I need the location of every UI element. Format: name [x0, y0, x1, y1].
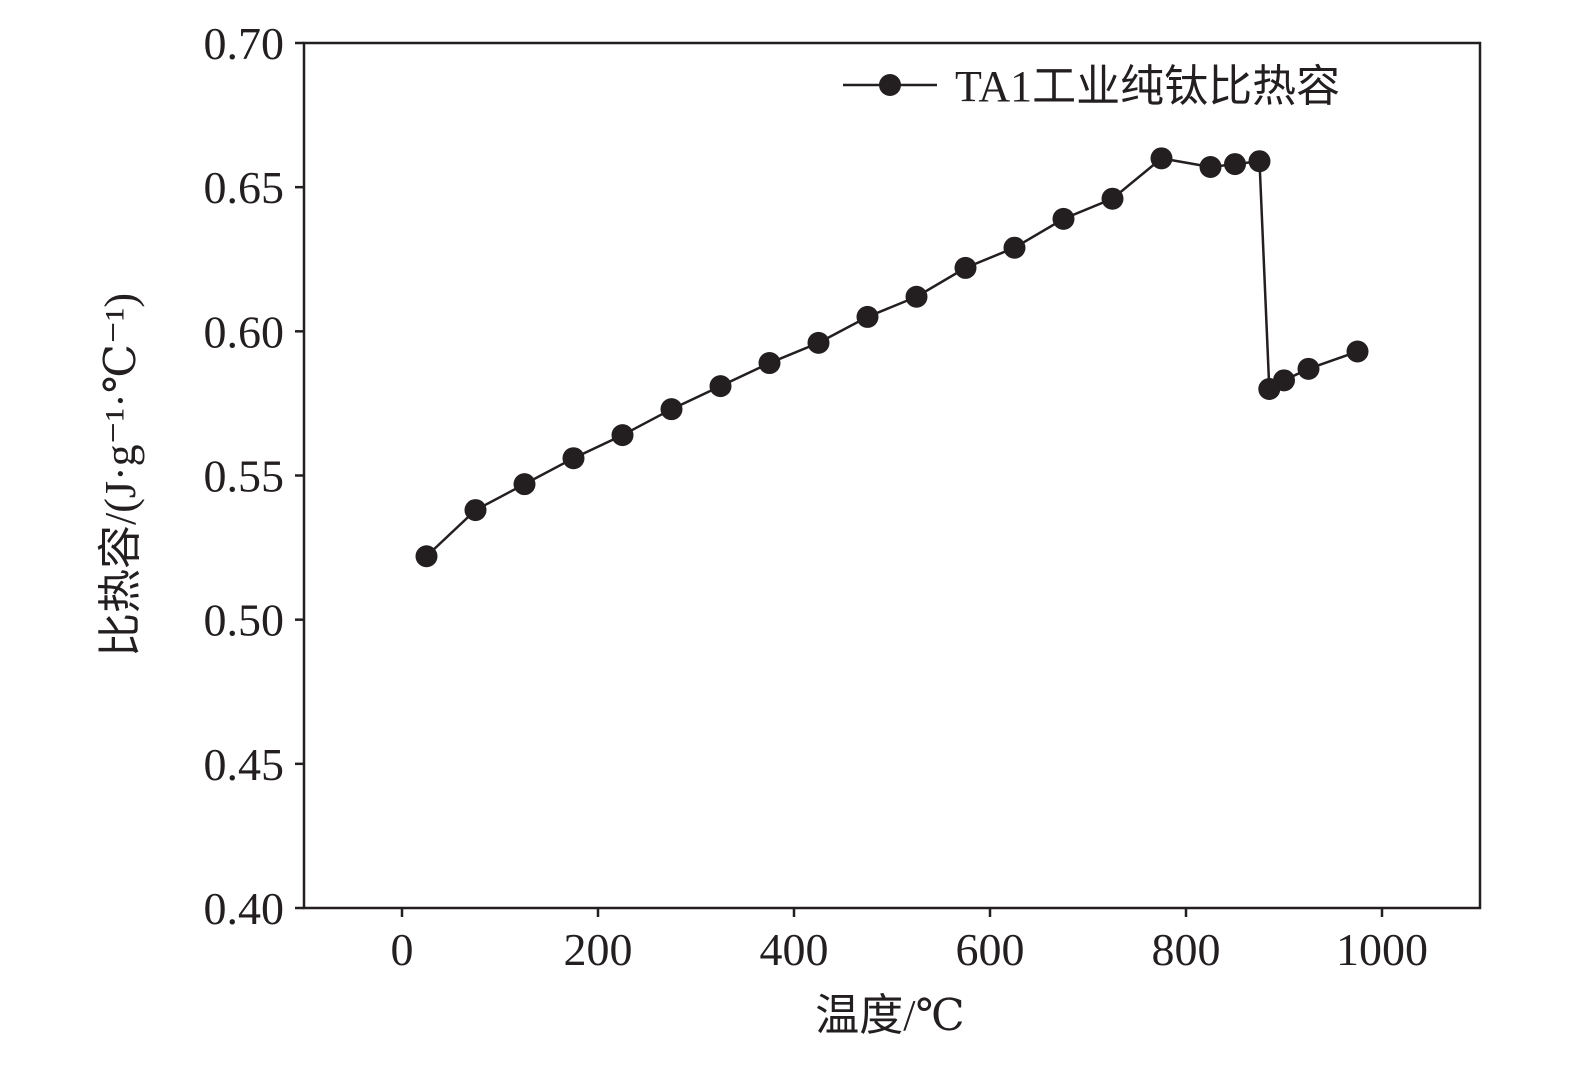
data-point: [1346, 340, 1369, 363]
y-tick-label: 0.70: [204, 18, 285, 69]
y-tick-label: 0.65: [204, 162, 285, 213]
y-tick-label: 0.40: [204, 883, 285, 934]
x-axis: 0 200 400 600 800 1000: [391, 908, 1428, 975]
data-point: [1199, 155, 1222, 178]
x-tick-label: 0: [391, 924, 414, 975]
data-point: [660, 398, 683, 421]
data-point: [464, 499, 487, 522]
x-tick-label: 800: [1152, 924, 1221, 975]
y-tick-label: 0.55: [204, 451, 285, 502]
y-tick-label: 0.45: [204, 739, 285, 790]
data-point: [1297, 357, 1320, 380]
data-point: [1052, 207, 1075, 230]
y-tick-label: 0.60: [204, 306, 285, 357]
legend-label: TA1工业纯钛比热容: [955, 62, 1340, 111]
data-point: [1224, 153, 1246, 176]
data-point: [415, 545, 438, 568]
y-axis: 0.40 0.45 0.50 0.55 0.60 0.65 0.70: [204, 18, 304, 934]
data-point: [758, 352, 781, 375]
legend-marker: [879, 74, 901, 96]
data-point: [954, 256, 977, 279]
plot-frame: [302, 41, 1482, 910]
series-line: [425, 157, 1358, 558]
data-point: [1101, 187, 1124, 210]
x-tick-label: 200: [564, 924, 633, 975]
data-point: [1248, 150, 1271, 173]
y-tick-label: 0.50: [204, 595, 285, 646]
data-point: [1273, 369, 1295, 392]
data-point: [1003, 236, 1026, 259]
series-group: [415, 147, 1369, 568]
x-tick-label: 400: [760, 924, 829, 975]
x-tick-label: 600: [956, 924, 1025, 975]
data-point: [905, 285, 928, 308]
data-point: [807, 331, 830, 354]
x-tick-label: 1000: [1336, 924, 1428, 975]
y-axis-label: 比热容/(J·g⁻¹·℃⁻¹): [96, 293, 145, 657]
x-axis-label: 温度/℃: [815, 991, 964, 1040]
data-point: [1150, 147, 1173, 170]
data-point: [562, 447, 585, 470]
data-point: [611, 424, 634, 447]
legend: TA1工业纯钛比热容: [843, 62, 1340, 111]
data-point: [856, 305, 879, 328]
data-point: [709, 375, 732, 398]
data-point: [513, 473, 536, 496]
